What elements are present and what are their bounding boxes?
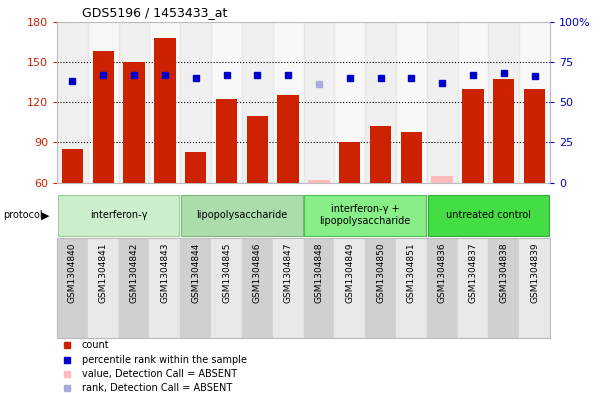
Bar <box>182 195 302 235</box>
Text: GSM1304837: GSM1304837 <box>468 243 477 303</box>
Bar <box>88 22 119 183</box>
Bar <box>123 62 145 183</box>
Text: GSM1304851: GSM1304851 <box>407 243 416 303</box>
Text: GSM1304848: GSM1304848 <box>314 243 323 303</box>
Bar <box>119 238 150 338</box>
Bar <box>308 180 330 183</box>
Bar <box>396 238 427 338</box>
Text: lipopolysaccharide: lipopolysaccharide <box>197 210 287 220</box>
Bar <box>457 22 489 183</box>
Bar <box>365 238 396 338</box>
Bar <box>154 38 175 183</box>
Bar <box>273 238 304 338</box>
Bar <box>396 22 427 183</box>
Bar <box>339 142 361 183</box>
Text: GSM1304839: GSM1304839 <box>530 243 539 303</box>
Bar <box>62 149 84 183</box>
Bar <box>242 22 273 183</box>
Bar <box>462 89 484 183</box>
Bar <box>242 238 273 338</box>
Text: interferon-γ +
lipopolysaccharide: interferon-γ + lipopolysaccharide <box>320 204 410 226</box>
Text: GDS5196 / 1453433_at: GDS5196 / 1453433_at <box>82 6 227 19</box>
Text: GSM1304841: GSM1304841 <box>99 243 108 303</box>
Text: GSM1304846: GSM1304846 <box>253 243 262 303</box>
Text: rank, Detection Call = ABSENT: rank, Detection Call = ABSENT <box>82 383 232 393</box>
Bar <box>93 51 114 183</box>
Text: GSM1304849: GSM1304849 <box>345 243 354 303</box>
Bar <box>246 116 268 183</box>
Bar <box>216 99 237 183</box>
Text: GSM1304847: GSM1304847 <box>284 243 293 303</box>
Bar <box>180 238 211 338</box>
Bar <box>150 22 180 183</box>
Bar <box>493 79 514 183</box>
Bar <box>150 238 180 338</box>
Text: GSM1304850: GSM1304850 <box>376 243 385 303</box>
Bar <box>523 89 545 183</box>
Text: GSM1304836: GSM1304836 <box>438 243 447 303</box>
Bar <box>58 195 179 235</box>
Bar <box>519 22 550 183</box>
Bar <box>305 195 426 235</box>
Bar <box>277 95 299 183</box>
Bar <box>211 238 242 338</box>
Bar <box>370 126 391 183</box>
Bar <box>489 22 519 183</box>
Bar <box>519 238 550 338</box>
Text: count: count <box>82 340 109 350</box>
Bar <box>365 22 396 183</box>
Bar <box>57 238 88 338</box>
Bar <box>211 22 242 183</box>
Text: protocol: protocol <box>3 210 43 220</box>
Bar <box>457 238 489 338</box>
Text: GSM1304844: GSM1304844 <box>191 243 200 303</box>
Text: GSM1304840: GSM1304840 <box>68 243 77 303</box>
Bar <box>427 238 457 338</box>
Bar <box>432 176 453 183</box>
Bar <box>273 22 304 183</box>
Bar <box>489 238 519 338</box>
Bar <box>180 22 211 183</box>
Text: GSM1304842: GSM1304842 <box>130 243 139 303</box>
Text: GSM1304843: GSM1304843 <box>160 243 169 303</box>
Bar <box>185 152 207 183</box>
Text: GSM1304838: GSM1304838 <box>499 243 508 303</box>
Bar <box>119 22 150 183</box>
Bar <box>304 238 334 338</box>
Bar <box>88 238 119 338</box>
Text: percentile rank within the sample: percentile rank within the sample <box>82 354 247 365</box>
Bar <box>400 132 422 183</box>
Text: GSM1304845: GSM1304845 <box>222 243 231 303</box>
Text: interferon-γ: interferon-γ <box>90 210 147 220</box>
Bar <box>428 195 549 235</box>
Bar <box>427 22 457 183</box>
Text: ▶: ▶ <box>41 210 49 220</box>
Bar <box>334 238 365 338</box>
Text: untreated control: untreated control <box>446 210 531 220</box>
Bar <box>334 22 365 183</box>
Text: value, Detection Call = ABSENT: value, Detection Call = ABSENT <box>82 369 237 379</box>
Bar <box>57 22 88 183</box>
Bar <box>304 22 334 183</box>
